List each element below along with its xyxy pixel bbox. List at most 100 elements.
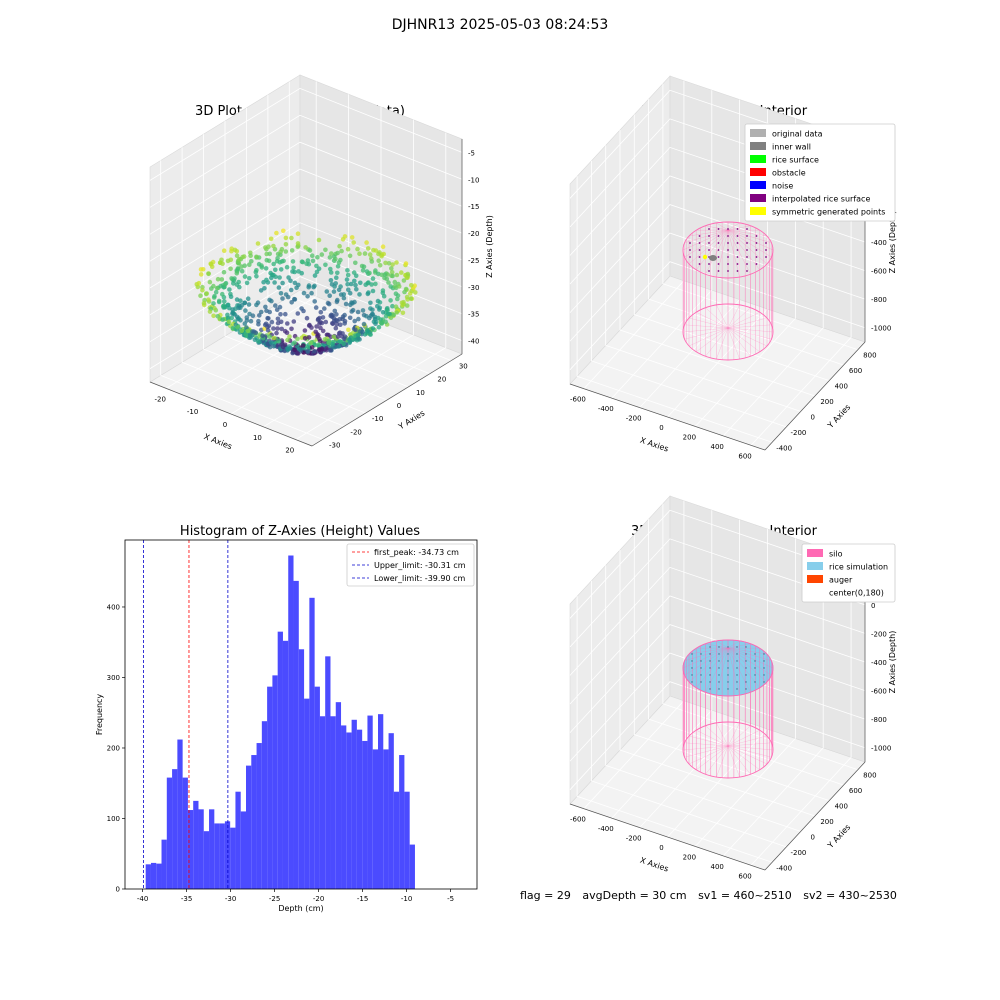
histogram-x-tick-label: -25 — [269, 895, 280, 903]
raw-point — [310, 253, 315, 258]
raw-point — [360, 329, 365, 335]
raw-point — [296, 269, 301, 274]
simulation-legend-label: rice simulation — [829, 563, 888, 572]
classify-silo-roof-line — [727, 229, 768, 265]
raw-y-tick-label: 30 — [459, 363, 468, 371]
raw-point — [326, 340, 332, 346]
raw-point — [234, 253, 240, 258]
raw-point — [404, 303, 410, 308]
simulation-z-tick-label: -1000 — [871, 745, 891, 753]
simulation-rice-point — [727, 681, 729, 683]
raw-z-tick-label: -35 — [468, 311, 479, 319]
raw-point — [394, 272, 400, 278]
raw-point — [353, 273, 359, 279]
raw-point — [234, 271, 240, 276]
raw-point — [353, 260, 358, 266]
raw-point — [376, 258, 382, 264]
classify-interpolated-point — [746, 270, 748, 272]
raw-point — [361, 264, 367, 270]
simulation-rice-point — [718, 660, 720, 662]
histogram-bar — [388, 733, 394, 889]
raw-point — [328, 278, 334, 283]
simulation-silo-bottom-line — [727, 725, 751, 747]
raw-point — [242, 300, 247, 306]
raw-x-axis-label: X Axies — [203, 432, 234, 451]
simulation-rice-point — [754, 667, 756, 669]
figure-title: DJHNR13 2025-05-03 08:24:53 — [391, 17, 609, 33]
histogram-bar — [367, 715, 373, 889]
simulation-silo-roof-line — [696, 647, 729, 688]
simulation-rice-point — [736, 646, 738, 648]
simulation-legend-swatch — [807, 588, 823, 596]
classify-legend-label: obstacle — [772, 169, 806, 178]
classify-interpolated-point — [708, 270, 710, 272]
classify-silo-roof-line — [684, 229, 729, 243]
raw-point — [238, 298, 243, 304]
raw-point — [220, 317, 225, 322]
raw-grid-z — [149, 195, 463, 289]
raw-point — [271, 344, 277, 349]
raw-point — [327, 348, 333, 353]
simulation-z-tick-label: -400 — [871, 659, 887, 667]
raw-point — [394, 310, 400, 315]
classify-legend-label: noise — [772, 182, 793, 191]
raw-z-tick-label: -15 — [468, 203, 479, 211]
raw-point — [216, 298, 222, 304]
simulation-rice-point — [727, 688, 729, 690]
classify-y-tick-label: -200 — [790, 429, 806, 437]
raw-point — [386, 261, 392, 266]
raw-point — [243, 331, 248, 337]
raw-point — [243, 308, 248, 313]
simulation-silo-bottom-line — [688, 745, 729, 765]
raw-point — [247, 276, 252, 281]
raw-point — [346, 287, 351, 293]
classify-legend-swatch — [750, 168, 766, 176]
classify-grid-y — [576, 176, 773, 443]
histogram-legend-label: Upper_limit: -30.31 cm — [374, 561, 466, 570]
raw-point — [345, 281, 350, 287]
raw-point — [222, 299, 227, 304]
simulation-rice-point — [709, 653, 711, 655]
simulation-y-tick-label: -200 — [790, 849, 806, 857]
raw-point — [379, 253, 384, 259]
raw-point — [319, 320, 325, 326]
raw-point — [380, 310, 386, 315]
simulation-silo-roof-line — [705, 647, 729, 693]
raw-point — [342, 321, 348, 326]
raw-point — [365, 280, 371, 286]
simulation-silo-bottom-line — [716, 722, 729, 747]
raw-point — [401, 278, 407, 283]
histogram-bar — [219, 823, 225, 889]
simulation-rice-point — [691, 674, 693, 676]
classify-legend-swatch — [750, 207, 766, 215]
classify-silo-bottom-line — [727, 327, 760, 352]
histogram-bar — [230, 827, 236, 889]
classify-silo-bottom-line — [727, 327, 768, 347]
raw-point — [379, 320, 384, 326]
classify-interpolated-point — [727, 263, 729, 265]
raw-point — [263, 266, 269, 271]
raw-point — [304, 315, 310, 321]
classify-interpolated-point — [736, 263, 739, 265]
raw-point — [360, 268, 366, 273]
classify-interpolated-point — [727, 228, 729, 230]
histogram-bar — [272, 675, 278, 889]
classify-x-axis-label: X Axies — [639, 436, 670, 454]
raw-point — [352, 278, 357, 284]
simulation-rice-point — [736, 681, 738, 683]
raw-point — [351, 240, 357, 245]
raw-point — [334, 312, 339, 317]
raw-point — [315, 334, 320, 339]
simulation-y-axis-line — [764, 761, 866, 871]
classify-silo-bottom-line — [727, 327, 772, 340]
classify-silo-roof-line — [705, 229, 729, 275]
raw-point — [290, 259, 296, 264]
classify-interpolated-point — [698, 235, 701, 237]
classify-silo-roof-line — [727, 229, 740, 278]
classify-legend-label: interpolated rice surface — [772, 195, 870, 204]
raw-point — [376, 324, 382, 330]
classify-interpolated-point — [698, 263, 701, 265]
simulation-silo-roof-line — [688, 647, 729, 683]
simulation-silo-bottom-line — [705, 725, 729, 747]
classify-interpolated-point — [746, 235, 748, 237]
